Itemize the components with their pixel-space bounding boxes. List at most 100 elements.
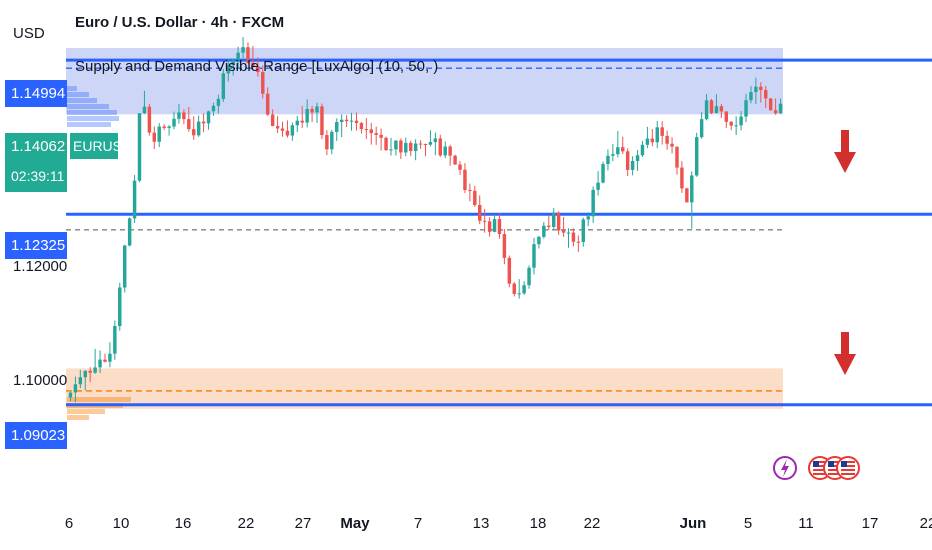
candle-body <box>443 146 447 156</box>
flag-stripe <box>813 465 827 467</box>
candle-body <box>714 106 719 114</box>
candle-body <box>83 370 87 378</box>
candle-body <box>88 370 92 373</box>
flag-stripe <box>841 465 855 467</box>
candle-body <box>601 164 605 183</box>
candle-body <box>364 129 369 131</box>
candle-body <box>132 180 137 219</box>
candle-body <box>596 182 600 190</box>
candle-body <box>167 126 171 128</box>
candle-body <box>389 149 393 151</box>
candle-body <box>507 257 512 284</box>
volume-profile-bar <box>67 116 119 121</box>
candle-body <box>778 103 783 114</box>
candle-body <box>699 119 704 138</box>
volume-profile-bar <box>67 104 109 109</box>
time-axis-label: 11 <box>798 515 814 532</box>
candle-body <box>182 112 186 120</box>
time-axis-label: 17 <box>862 515 879 532</box>
volume-profile-bar <box>67 415 89 420</box>
candle-body <box>162 126 166 128</box>
time-axis-label: 22 <box>584 515 601 532</box>
candle-body <box>280 128 285 131</box>
candle-body <box>127 218 132 246</box>
candle-body <box>448 146 452 156</box>
candle-body <box>300 120 304 123</box>
flag-canton <box>828 461 834 467</box>
candle-body <box>265 93 270 115</box>
mid-level-tag: 1.12325 <box>5 232 67 259</box>
candle-body <box>369 129 373 134</box>
candle-body <box>561 230 566 233</box>
candle-body <box>764 90 768 99</box>
candle-body <box>650 138 655 143</box>
candle-body <box>675 146 679 168</box>
candle-body <box>719 106 724 112</box>
candle-body <box>749 92 753 101</box>
candle-body <box>177 112 181 119</box>
candle-body <box>394 140 398 150</box>
flag-stripe <box>828 461 842 463</box>
flag-stripe <box>813 469 827 471</box>
indicator-label[interactable]: Supply and Demand Visible Range [LuxAlgo… <box>75 58 439 75</box>
price-axis-label: 1.10000 <box>13 372 68 389</box>
candle-body <box>768 98 773 111</box>
candle-body <box>374 133 378 135</box>
candle-body <box>256 66 260 73</box>
flag-stripe <box>813 461 827 463</box>
candle-body <box>576 241 581 243</box>
volume-profile-bar <box>67 86 77 91</box>
candle-body <box>221 73 226 99</box>
time-axis-label: May <box>340 515 370 532</box>
candle-body <box>468 190 472 192</box>
candle-body <box>547 225 551 227</box>
time-axis-label: 6 <box>65 515 73 532</box>
candle-body <box>315 106 319 113</box>
flag-stripe <box>828 465 842 467</box>
candle-body <box>581 219 586 242</box>
candle-body <box>172 118 176 127</box>
candle-body <box>591 189 595 217</box>
candle-body <box>551 212 556 227</box>
candle-body <box>226 65 230 74</box>
candle-body <box>473 190 477 205</box>
candle-body <box>241 47 245 53</box>
candle-body <box>399 140 403 153</box>
time-axis-label: 7 <box>414 515 422 532</box>
volume-profile-bar <box>67 409 105 414</box>
candle-body <box>78 377 83 385</box>
candle-body <box>349 120 354 122</box>
candle-body <box>739 116 743 126</box>
candle-body <box>734 125 738 127</box>
candle-body <box>522 285 526 294</box>
candle-body <box>685 188 689 203</box>
time-axis-label: 22 <box>238 515 255 532</box>
candle-body <box>463 169 467 191</box>
candle-body <box>251 62 255 67</box>
time-axis-label: 22 <box>920 515 932 532</box>
candle-body <box>527 267 531 286</box>
flag-canton <box>813 461 819 467</box>
candle-body <box>438 138 443 156</box>
candle-body <box>236 52 240 60</box>
candle-body <box>246 47 250 63</box>
candle-body <box>621 147 625 152</box>
candle-body <box>152 132 157 142</box>
candle-body <box>354 120 359 124</box>
candle-body <box>453 155 457 165</box>
countdown-tag: 02:39:11 <box>5 159 67 192</box>
candle-body <box>142 106 147 114</box>
candle-body <box>532 244 536 268</box>
time-axis-label: 18 <box>530 515 547 532</box>
currency-label[interactable]: USD <box>13 25 45 42</box>
candle-body <box>211 105 216 112</box>
candle-body <box>492 219 497 232</box>
candle-body <box>542 225 546 237</box>
volume-profile-bar <box>67 110 117 115</box>
candle-body <box>305 108 309 123</box>
candle-body <box>275 126 280 129</box>
candle-body <box>680 167 684 189</box>
demand-zone <box>66 368 783 409</box>
